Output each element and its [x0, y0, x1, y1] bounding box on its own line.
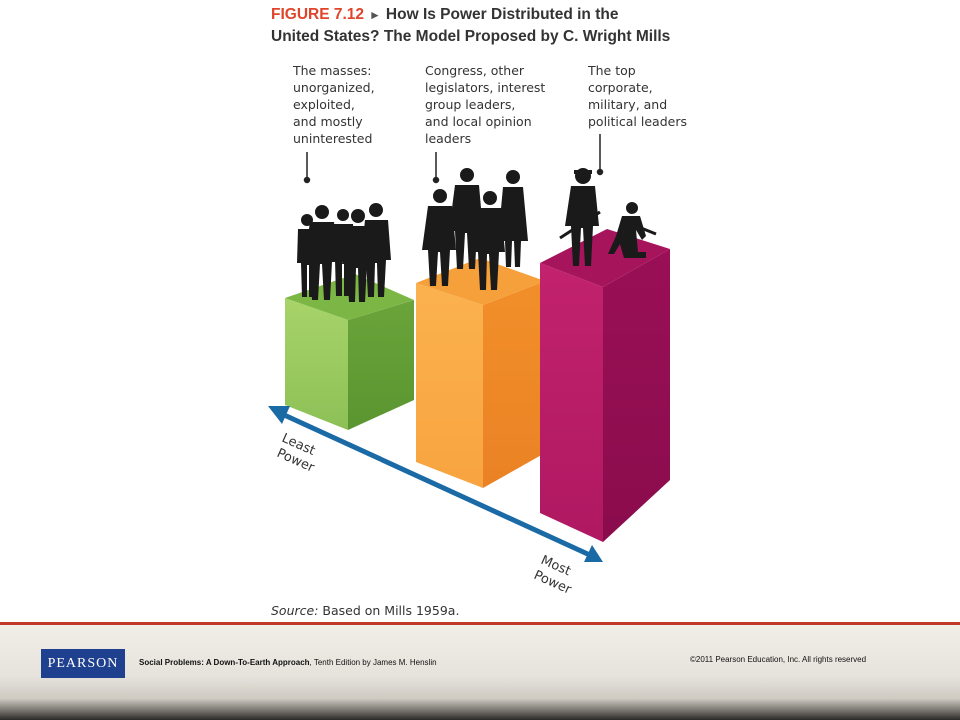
figure-number: FIGURE 7.12 [271, 6, 365, 23]
power-axis-arrow [268, 406, 603, 562]
figure-title: FIGURE 7.12 ► How Is Power Distributed in … [271, 4, 751, 48]
copyright-notice: ©2011 Pearson Education, Inc. All rights… [690, 655, 867, 664]
footer: PEARSON Social Problems: A Down-To-Earth… [0, 622, 960, 720]
book-title: Social Problems: A Down-To-Earth Approac… [139, 658, 310, 667]
crowd-elite-silhouettes [559, 168, 657, 266]
block-elite [540, 229, 670, 542]
source-note: Source: Based on Mills 1959a. [271, 603, 459, 618]
book-edition-author: , Tenth Edition by James M. Henslin [309, 658, 437, 667]
source-text: Based on Mills 1959a. [318, 603, 460, 618]
crowd-middle-silhouettes [422, 168, 528, 290]
pearson-logo: PEARSON [41, 649, 125, 678]
figure-title-line1: How Is Power Distributed in the [385, 6, 619, 23]
pointer-lines [303, 134, 604, 184]
footer-divider [0, 622, 960, 625]
block-middle [416, 258, 545, 488]
label-power-elite: The top corporate, military, and politic… [588, 63, 687, 129]
book-citation: Social Problems: A Down-To-Earth Approac… [139, 658, 437, 667]
figure-arrow-icon: ► [369, 8, 381, 22]
footer-background [0, 622, 960, 720]
label-middle-level: Congress, other legislators, interest gr… [425, 63, 546, 146]
source-label: Source: [271, 603, 319, 618]
figure-title-line2: United States? The Model Proposed by C. … [271, 28, 671, 45]
label-masses: The masses: unorganized, exploited, and … [293, 63, 375, 146]
crowd-masses-silhouettes [297, 203, 391, 302]
